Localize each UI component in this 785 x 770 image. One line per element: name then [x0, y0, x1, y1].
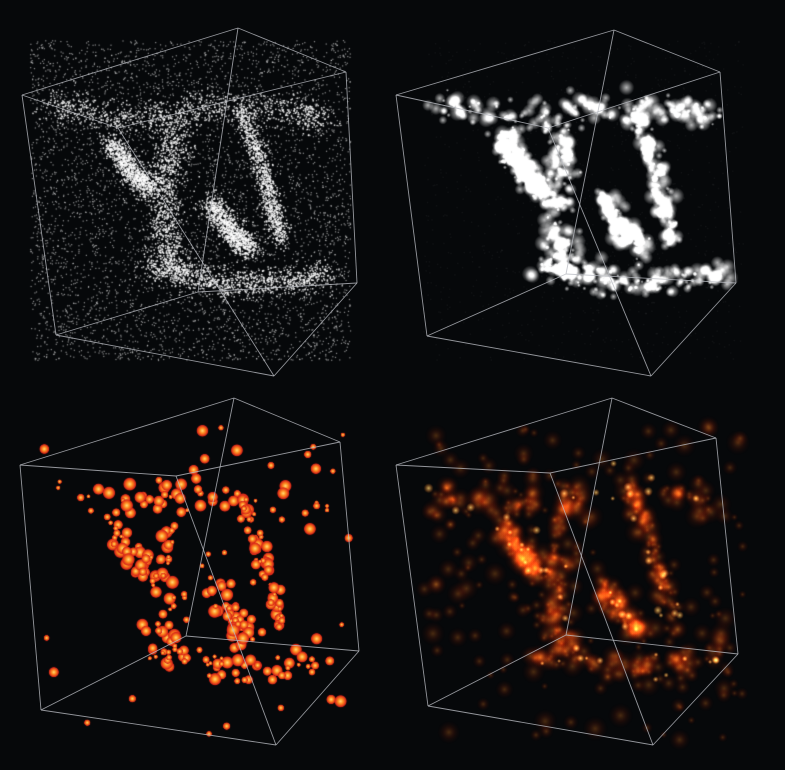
- cube-edge: [117, 71, 347, 129]
- cube-edge: [650, 282, 737, 377]
- cube-edge: [565, 273, 737, 284]
- cube-edge: [339, 441, 360, 652]
- cube-edge: [55, 334, 275, 377]
- cube-edge: [565, 634, 739, 655]
- cube-edge: [175, 441, 341, 477]
- cube-edge: [55, 291, 199, 336]
- cube-edge: [613, 29, 721, 73]
- cube-edge: [197, 27, 239, 293]
- cube-edge: [233, 397, 341, 443]
- panel-hot-smooth: [393, 385, 785, 770]
- panel-hot-blobs: [0, 385, 392, 770]
- cube-edge: [427, 705, 654, 746]
- cube-edge: [21, 27, 239, 96]
- cube-edge: [185, 635, 360, 652]
- cube-edge: [345, 71, 358, 284]
- hot-smooth-render: [393, 385, 785, 770]
- cube-edge: [395, 94, 428, 337]
- cube-edge: [185, 397, 235, 637]
- cube-edge: [427, 634, 567, 707]
- panel-particle-points: [0, 0, 392, 385]
- cube-edge: [395, 464, 551, 474]
- cube-edge: [395, 397, 613, 466]
- cube-edge: [273, 282, 358, 377]
- cube-edge: [117, 127, 275, 377]
- cube-wireframe: [21, 27, 358, 377]
- cube-edge: [19, 464, 177, 477]
- cube-edge: [547, 127, 652, 377]
- cube-wireframe: [395, 29, 737, 377]
- cube-edge: [547, 71, 721, 129]
- cube-edge: [197, 282, 358, 293]
- cube-edge: [40, 709, 277, 746]
- cube-edge: [652, 653, 739, 746]
- cube-edge: [40, 635, 187, 711]
- cube-edge: [275, 650, 360, 746]
- cube-edge: [426, 273, 567, 337]
- cube-edge: [715, 437, 739, 655]
- cube-edge: [237, 27, 347, 73]
- cube-edge: [395, 94, 549, 129]
- cube-edge: [21, 94, 119, 129]
- hot-blobs-render: [0, 385, 392, 770]
- cube-edge: [549, 472, 654, 746]
- cube-edge: [565, 29, 615, 275]
- cube-edge: [611, 397, 717, 439]
- cube-edge: [21, 94, 57, 336]
- cube-edge: [549, 437, 717, 474]
- cube-edge: [19, 397, 235, 466]
- cube-edge: [175, 475, 277, 746]
- cube-edge: [426, 335, 652, 377]
- cube-edge: [719, 71, 737, 284]
- cube-wireframe: [19, 397, 360, 746]
- cube-wireframe: [395, 397, 739, 746]
- cube-edge: [395, 464, 429, 707]
- panel-density-white: [393, 0, 785, 385]
- cube-edge: [565, 397, 613, 636]
- cube-edge: [395, 29, 615, 96]
- density-white-render: [393, 0, 785, 385]
- cube-edge: [19, 464, 42, 711]
